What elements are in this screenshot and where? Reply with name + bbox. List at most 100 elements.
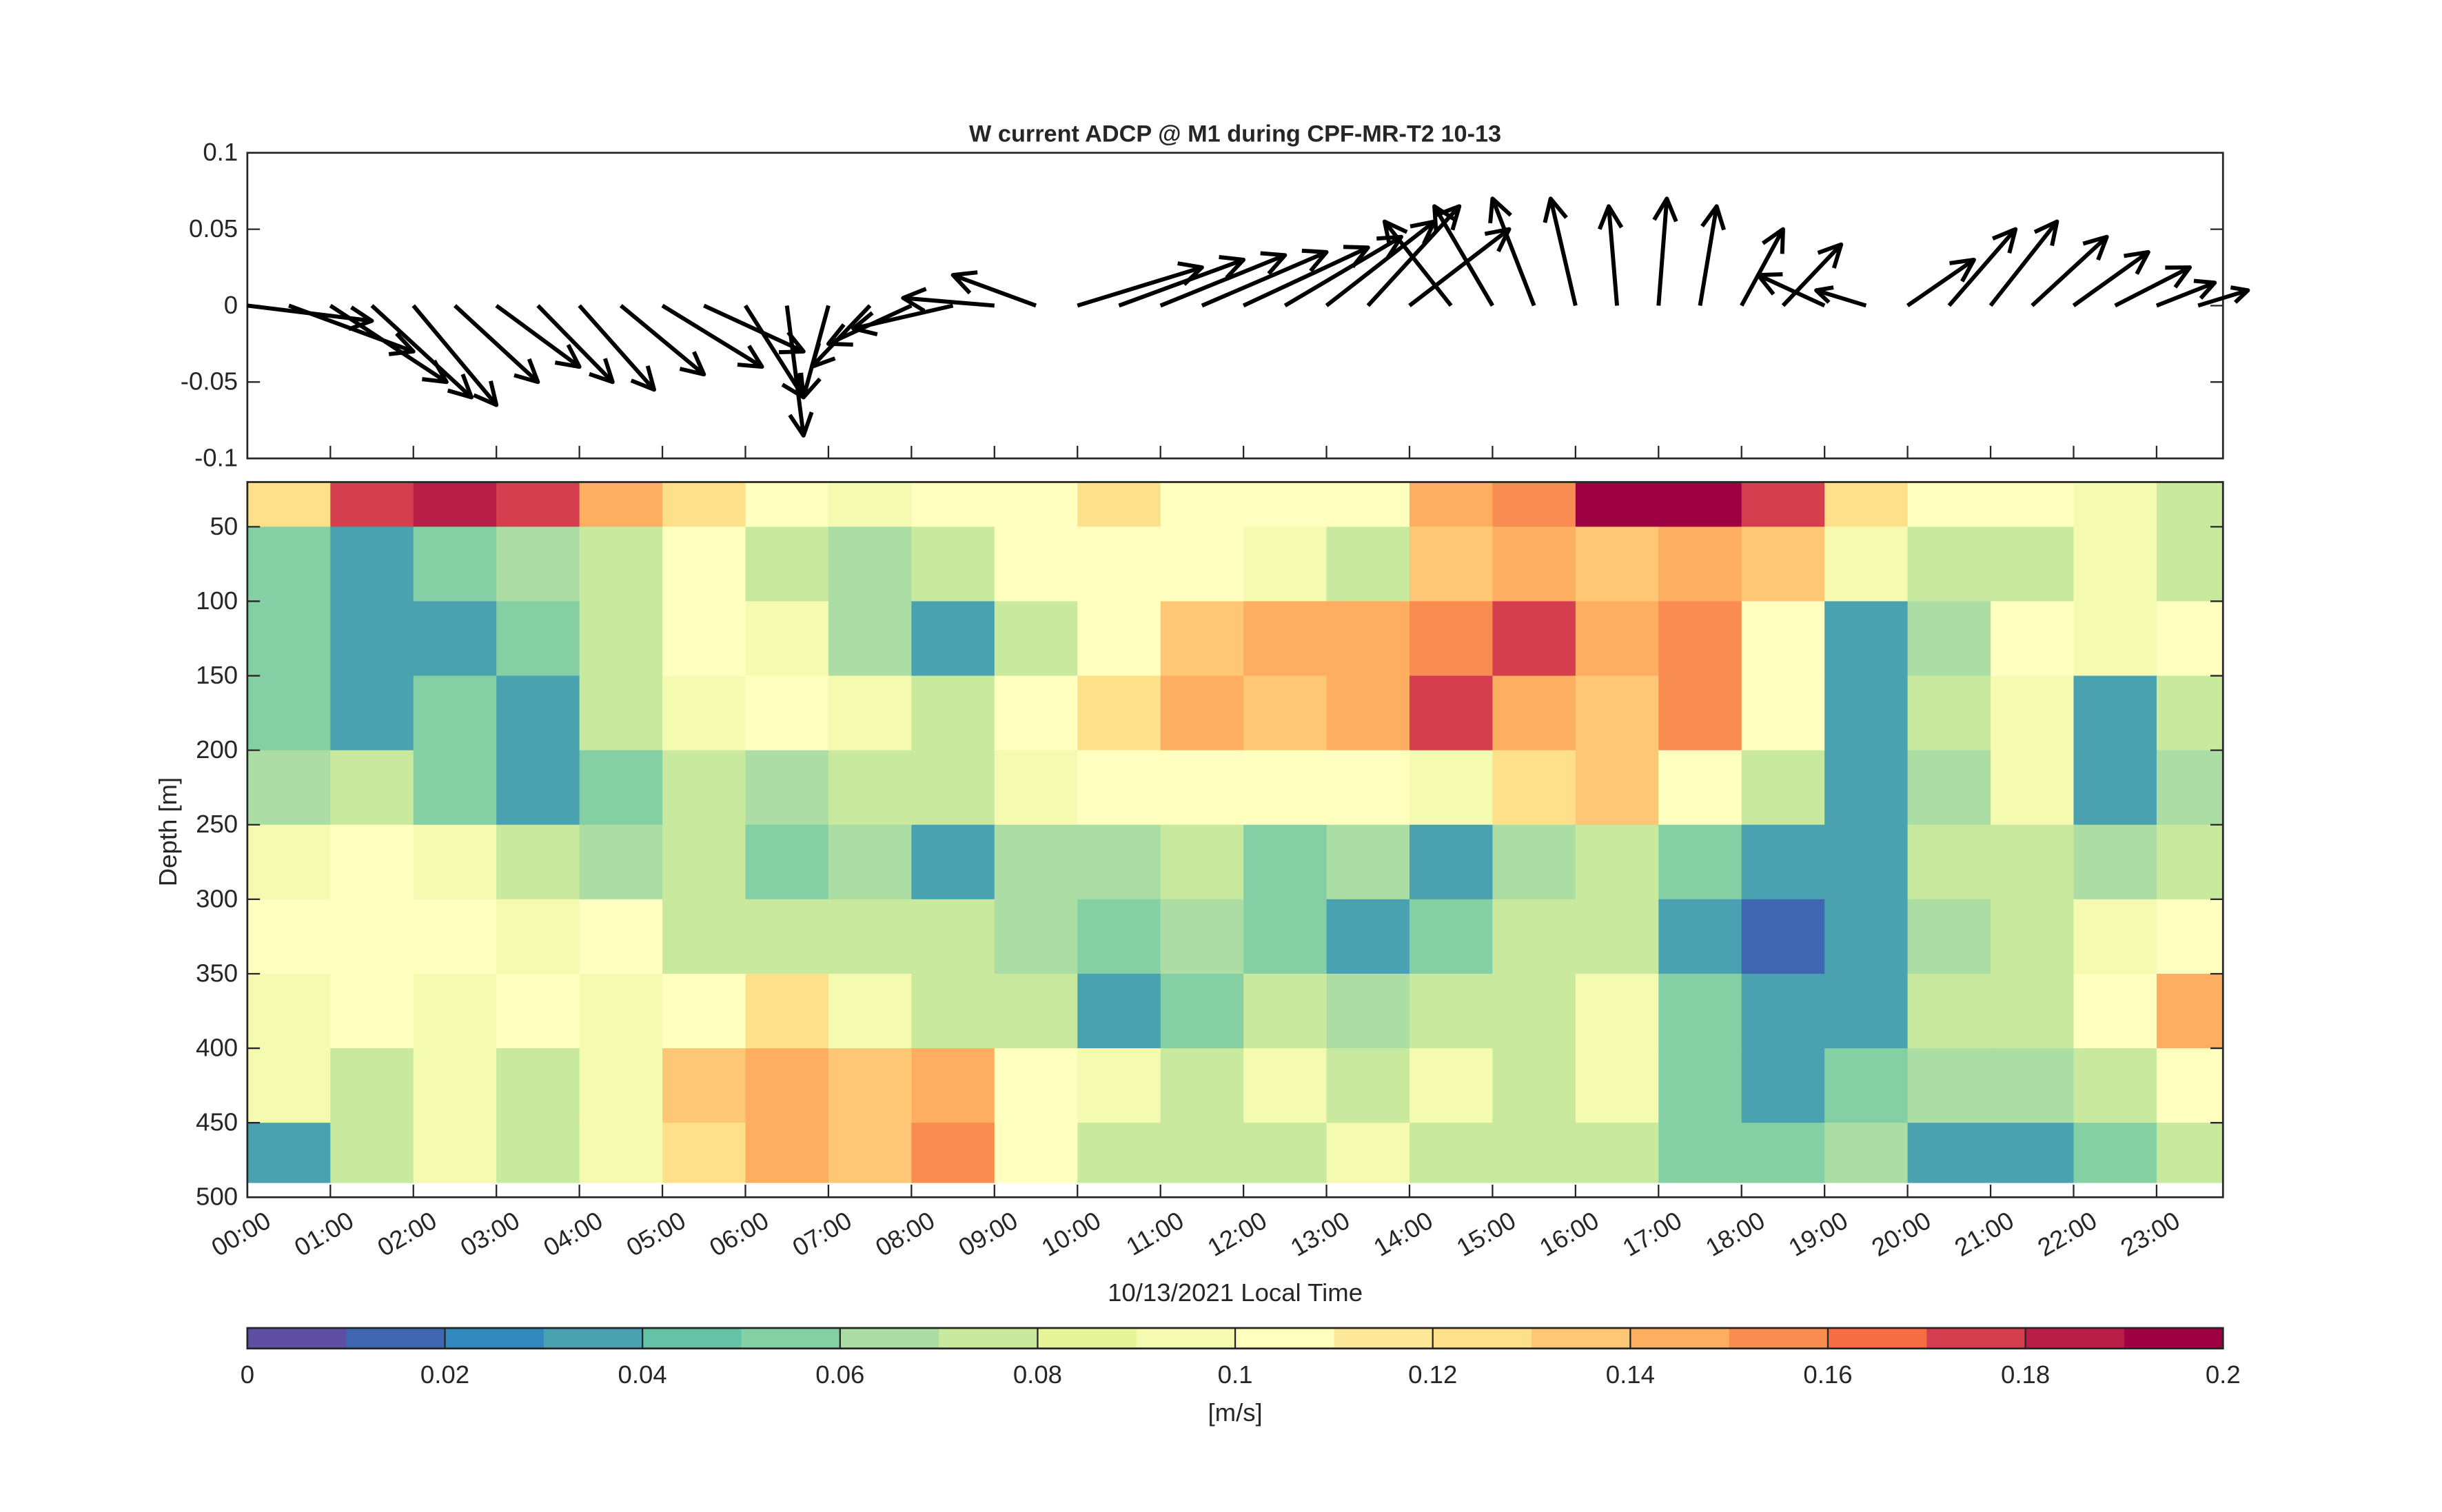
heat-cell — [247, 824, 332, 900]
heat-cell — [1741, 824, 1826, 900]
heat-cell — [828, 899, 913, 974]
colorbar-tick-label: 0.2 — [2206, 1360, 2241, 1389]
heat-cell — [330, 601, 414, 677]
heat-cell — [1409, 601, 1494, 677]
heat-cell — [1741, 482, 1826, 528]
heat-cell — [1658, 601, 1742, 677]
heat-cell — [496, 1123, 580, 1183]
heat-cell — [579, 1123, 663, 1183]
heat-cell — [2156, 899, 2224, 974]
heat-cell — [1160, 675, 1245, 751]
heat-cell — [1575, 1123, 1660, 1183]
x-tick-label: 22:00 — [2033, 1206, 2102, 1262]
arrow — [1488, 196, 1536, 307]
heat-cell — [1077, 675, 1161, 751]
heat-cell — [1575, 750, 1660, 826]
heat-cell — [2156, 973, 2224, 1049]
arrow — [2197, 285, 2250, 308]
heat-cell — [994, 1048, 1079, 1124]
arrow — [1597, 204, 1624, 306]
heat-cell — [330, 1048, 414, 1124]
heat-cell — [662, 750, 746, 826]
heat-cell — [1326, 824, 1410, 900]
colorbar-swatch — [741, 1328, 841, 1349]
heat-cell — [1409, 482, 1494, 528]
heat-cell — [2073, 675, 2157, 751]
heat-cell — [1243, 482, 1327, 528]
colorbar-swatch — [2124, 1328, 2224, 1349]
heat-cell — [496, 824, 580, 900]
heat-cell — [911, 675, 995, 751]
heat-cell — [1658, 824, 1742, 900]
colorbar-label: [m/s] — [1208, 1398, 1262, 1427]
heat-cell — [1326, 750, 1410, 826]
heat-cell — [1741, 527, 1826, 602]
heat-cell — [1326, 899, 1410, 974]
arrow — [1906, 257, 1976, 307]
heat-cell — [247, 675, 332, 751]
colorbar-tick-label: 0.04 — [618, 1360, 667, 1389]
heat-cell — [1824, 527, 1909, 602]
heat-cell — [579, 1048, 663, 1124]
heat-cell — [579, 973, 663, 1049]
x-tick-label: 17:00 — [1618, 1206, 1687, 1262]
heat-cell — [1160, 750, 1245, 826]
heat-cell — [1326, 1123, 1410, 1183]
heat-cell — [828, 1123, 913, 1183]
arrow — [1756, 272, 1826, 308]
heat-cell — [2156, 675, 2224, 751]
heat-cell — [828, 1048, 913, 1124]
heat-cell — [1575, 899, 1660, 974]
heat-cell — [2156, 601, 2224, 677]
heat-cell — [828, 750, 913, 826]
x-tick-label: 04:00 — [538, 1206, 607, 1262]
heat-cell — [330, 675, 414, 751]
heat-cell — [1824, 750, 1909, 826]
heat-cell — [1907, 750, 1991, 826]
heat-cell — [1907, 1123, 1991, 1183]
heat-cell — [330, 527, 414, 602]
heat-cell — [247, 601, 332, 677]
heat-cell — [1326, 1048, 1410, 1124]
arrow — [411, 304, 499, 407]
heat-cell — [496, 973, 580, 1049]
colorbar-tick-label: 0.12 — [1408, 1360, 1457, 1389]
colorbar-tick-label: 0.08 — [1013, 1360, 1062, 1389]
arrow — [661, 303, 764, 369]
heat-cell — [247, 973, 332, 1049]
x-tick-label: 15:00 — [1452, 1206, 1520, 1262]
arrow — [2072, 249, 2150, 307]
heat-cell — [1824, 824, 1909, 900]
heat-cell — [745, 675, 829, 751]
heat-cell — [2073, 899, 2157, 974]
y-tick-label: 150 — [196, 661, 238, 689]
heat-cell — [1077, 527, 1161, 602]
heat-cell — [1575, 973, 1660, 1049]
heat-cell — [662, 1123, 746, 1183]
heat-cell — [994, 973, 1079, 1049]
x-tick-label: 03:00 — [456, 1206, 525, 1262]
heat-cell — [1243, 601, 1327, 677]
heat-cell — [413, 527, 498, 602]
heat-cell — [994, 824, 1079, 900]
heat-cell — [1326, 527, 1410, 602]
heat-cell — [496, 527, 580, 602]
heat-cell — [1243, 527, 1327, 602]
heat-cell — [1492, 899, 1576, 974]
heat-cell — [1243, 750, 1327, 826]
heat-cell — [2073, 527, 2157, 602]
heat-cell — [2156, 750, 2224, 826]
heat-cell — [994, 601, 1079, 677]
colorbar-swatch — [1630, 1328, 1730, 1349]
heat-cell — [1160, 899, 1245, 974]
heat-cell — [828, 527, 913, 602]
x-tick-label: 00:00 — [207, 1206, 276, 1262]
arrow — [1781, 242, 1844, 307]
heat-cell — [247, 750, 332, 826]
heat-cell — [1243, 824, 1327, 900]
heat-cell — [413, 675, 498, 751]
heat-cell — [662, 482, 746, 528]
arrow — [495, 304, 582, 369]
heat-cell — [662, 973, 746, 1049]
heat-cell — [662, 1048, 746, 1124]
